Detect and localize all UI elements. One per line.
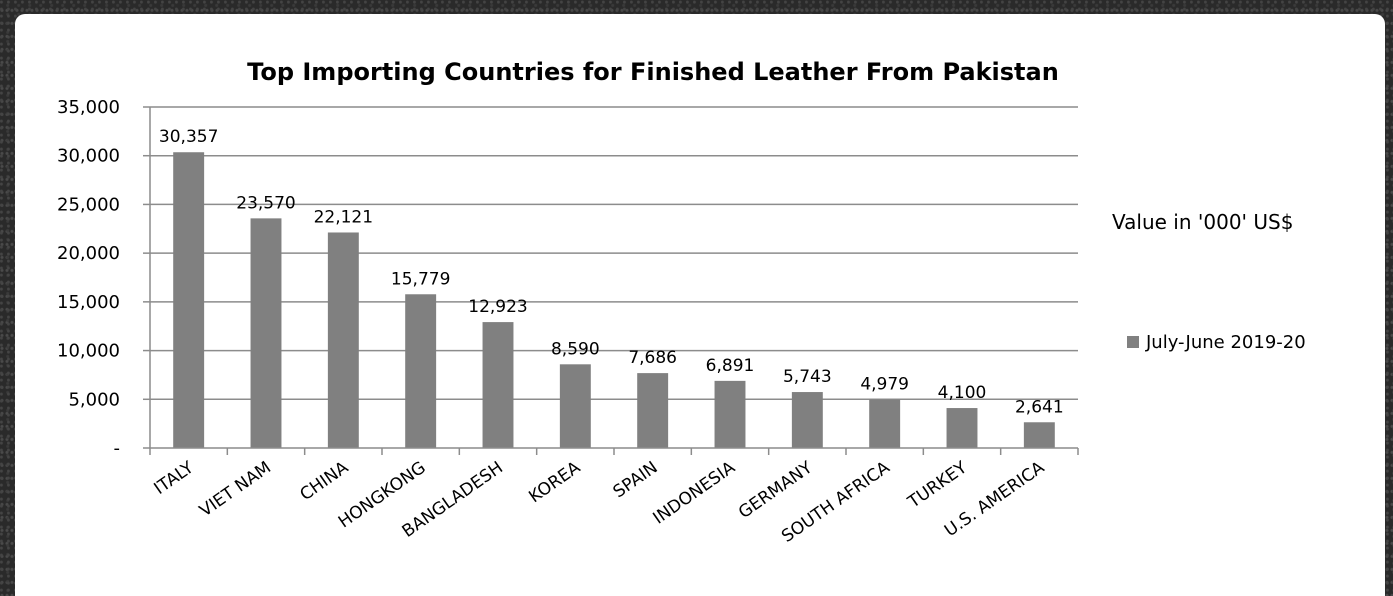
y-tick-label: 10,000: [57, 341, 120, 362]
data-label: 5,743: [783, 367, 832, 387]
y-tick-label: 30,000: [57, 146, 120, 167]
bar: [482, 322, 514, 448]
data-label: 4,979: [860, 374, 909, 394]
y-tick-label: 25,000: [57, 194, 120, 215]
bar: [173, 152, 205, 448]
bar: [714, 380, 746, 448]
gridlines: [150, 106, 1078, 401]
data-label: 2,641: [1015, 397, 1064, 417]
data-label: 22,121: [314, 207, 373, 227]
category-label: KOREA: [525, 458, 584, 508]
data-label: 15,779: [391, 269, 450, 289]
y-tick-label: 35,000: [57, 97, 120, 118]
bar-chart: Top Importing Countries for Finished Lea…: [57, 58, 1306, 547]
bar: [791, 392, 823, 448]
data-label: 6,891: [706, 356, 755, 376]
category-label: INDONESIA: [650, 458, 740, 529]
y-tick-label: 15,000: [57, 292, 120, 313]
data-label: 12,923: [468, 297, 527, 317]
data-label: 7,686: [628, 348, 677, 368]
bar: [405, 294, 437, 448]
y-tick-label: -: [114, 438, 121, 459]
y-tick-label: 5,000: [68, 389, 120, 410]
data-label: 4,100: [938, 383, 987, 403]
unit-note: Value in '000' US$: [1112, 210, 1293, 234]
bar: [637, 373, 669, 448]
legend-swatch: [1127, 336, 1139, 348]
chart-frame: Top Importing Countries for Finished Lea…: [15, 14, 1385, 596]
bar: [559, 364, 591, 448]
bar: [869, 399, 901, 448]
category-label: SPAIN: [610, 458, 662, 503]
bar: [327, 232, 359, 448]
bar: [250, 218, 282, 448]
category-label: VIET NAM: [196, 458, 275, 522]
y-axis: - 5,000 10,000 15,000 20,000 25,000 30,000 35,0…: [57, 97, 151, 459]
data-label: 8,590: [551, 339, 600, 359]
bar: [1023, 422, 1055, 448]
category-label: CHINA: [296, 458, 352, 506]
legend: July-June 2019-20: [1127, 332, 1306, 353]
y-tick-label: 20,000: [57, 243, 120, 264]
bars: 30,357 23,570 22,121 15,779 12,923 8,590 7,686…: [159, 127, 1064, 448]
data-label: 23,570: [236, 193, 295, 213]
category-label: TURKEY: [904, 457, 972, 513]
category-label: ITALY: [151, 457, 198, 499]
chart-title: Top Importing Countries for Finished Lea…: [247, 58, 1059, 86]
data-label: 30,357: [159, 127, 218, 147]
bar: [946, 408, 978, 448]
legend-label: July-June 2019-20: [1145, 332, 1306, 353]
